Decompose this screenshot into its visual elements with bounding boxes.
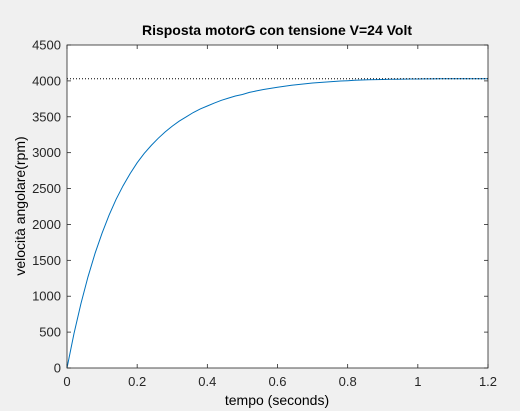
y-tick-label: 1000 <box>32 289 61 304</box>
curve-layer <box>66 78 488 369</box>
x-tick-label: 1.2 <box>479 374 497 389</box>
x-tick-label: 0.8 <box>339 374 357 389</box>
y-tick-label: 1500 <box>32 253 61 268</box>
y-tick-label: 2500 <box>32 181 61 196</box>
y-tick-label: 4500 <box>32 38 61 53</box>
series-line <box>66 78 488 369</box>
y-tick-label: 500 <box>39 325 61 340</box>
y-tick-label: 3000 <box>32 145 61 160</box>
x-axis: 0 0.2 0.4 0.6 0.8 1 1.2 <box>63 45 497 389</box>
y-tick-label: 4000 <box>32 73 61 88</box>
y-tick-label: 3500 <box>32 109 61 124</box>
x-tick-label: 0.4 <box>198 374 216 389</box>
x-tick-label: 0 <box>63 374 70 389</box>
chart-title: Risposta motorG con tensione V=24 Volt <box>142 22 412 38</box>
x-tick-label: 1 <box>414 374 421 389</box>
x-axis-label: tempo (seconds) <box>225 392 329 408</box>
y-tick-label: 0 <box>54 361 61 376</box>
y-axis: 0 500 1000 1500 2000 2500 3000 3500 4000 4500 <box>32 38 488 376</box>
x-tick-label: 0.6 <box>268 374 286 389</box>
plot-area <box>67 45 488 368</box>
y-tick-label: 2000 <box>32 217 61 232</box>
y-axis-label: velocità angolare(rpm) <box>12 136 28 275</box>
x-tick-label: 0.2 <box>128 374 146 389</box>
